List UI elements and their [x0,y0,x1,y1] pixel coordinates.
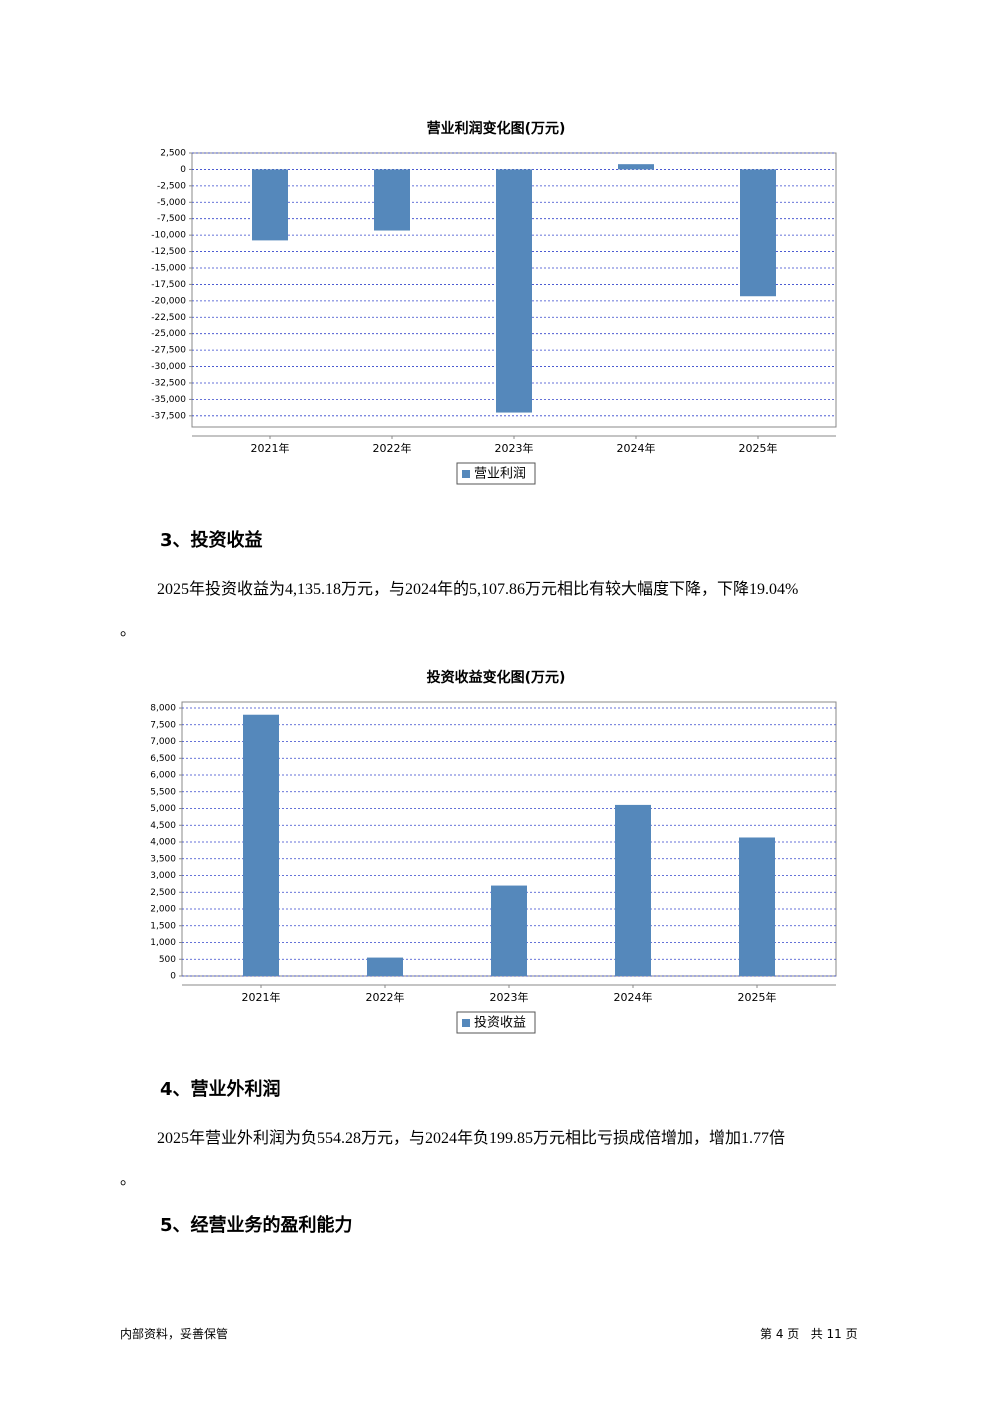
footer-right: 第 4 页 共 11 页 [760,1327,858,1341]
x-tick-label: 2025年 [738,990,777,1004]
paragraph-tail: 。 [120,620,137,639]
y-tick-label: 4,500 [150,821,176,831]
legend-box [456,462,536,485]
legend-label: 营业利润 [474,467,526,482]
paragraph: 2025年营业外利润为负554.28万元，与2024年负199.85万元相比亏损… [157,1130,786,1147]
y-tick-label: 3,000 [150,871,176,881]
footer-left: 内部资料，妥善保管 [120,1327,229,1341]
x-tick-label: 2021年 [251,441,290,455]
y-tick-label: -37,500 [151,411,186,421]
y-tick-label: -15,000 [151,263,186,273]
heading: 3、投资收益 [160,530,263,551]
y-tick-label: -7,500 [157,214,186,224]
y-tick-label: 1,000 [150,938,176,948]
y-tick-label: 500 [159,955,176,965]
y-tick-label: -10,000 [151,231,186,241]
y-tick-label: -5,000 [157,198,186,208]
x-tick-label: 2025年 [739,441,778,455]
bar [618,164,654,170]
legend-swatch [462,470,470,478]
legend-label: 投资收益 [474,1015,526,1031]
y-tick-label: -27,500 [151,346,186,356]
x-tick-label: 2023年 [490,990,529,1004]
x-tick-label: 2022年 [373,441,412,455]
chart-title: 营业利润变化图(万元) [427,120,566,137]
y-tick-label: -32,500 [151,378,186,388]
heading: 5、经营业务的盈利能力 [160,1215,353,1236]
y-tick-label: 6,500 [150,754,176,764]
y-tick-label: -20,000 [151,296,186,306]
bar [496,169,532,413]
y-tick-label: 0 [170,972,176,982]
y-tick-label: 4,000 [150,838,176,848]
x-tick-label: 2021年 [242,990,281,1004]
x-tick-label: 2024年 [614,990,653,1004]
legend-box [456,1011,536,1034]
y-tick-label: -22,500 [151,313,186,323]
bar [491,885,527,976]
chart-title: 投资收益变化图(万元) [427,669,566,686]
legend-swatch [462,1019,470,1027]
y-tick-label: 7,500 [150,720,176,730]
y-tick-label: 2,500 [160,149,186,159]
y-tick-label: 2,500 [150,888,176,898]
y-tick-label: 7,000 [150,737,176,747]
heading: 4、营业外利润 [160,1079,281,1100]
paragraph: 2025年投资收益为4,135.18万元，与2024年的5,107.86万元相比… [157,581,799,598]
bar [367,957,403,976]
bar [252,169,288,241]
y-tick-label: -2,500 [157,181,186,191]
x-tick-label: 2022年 [366,990,405,1004]
bar [615,804,651,976]
y-tick-label: -30,000 [151,362,186,372]
y-tick-label: -25,000 [151,329,186,339]
y-tick-label: -17,500 [151,280,186,290]
y-tick-label: 8,000 [150,704,176,714]
y-tick-label: 2,000 [150,905,176,915]
y-tick-label: 5,000 [150,804,176,814]
y-tick-label: 0 [180,165,186,175]
y-tick-label: 3,500 [150,854,176,864]
bar [739,837,775,976]
y-tick-label: -12,500 [151,247,186,257]
x-tick-label: 2024年 [617,441,656,455]
bar [740,169,776,297]
x-tick-label: 2023年 [495,441,534,455]
bar [243,714,279,976]
y-tick-label: 5,500 [150,787,176,797]
y-tick-label: 1,500 [150,921,176,931]
y-tick-label: 6,000 [150,771,176,781]
bar [374,169,410,231]
paragraph-tail: 。 [120,1169,137,1188]
y-tick-label: -35,000 [151,395,186,405]
